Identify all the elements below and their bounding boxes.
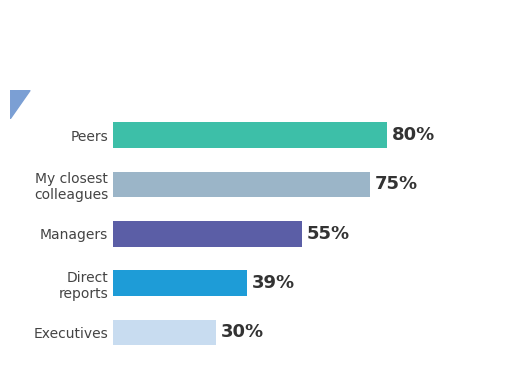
Bar [113,270,247,296]
Bar [113,122,387,148]
Text: Who workers swear in front of: Who workers swear in front of [43,31,471,55]
Bar [113,320,216,345]
Text: 55%: 55% [307,225,350,243]
Bar [113,221,302,247]
Text: 39%: 39% [252,274,295,292]
Text: 80%: 80% [392,126,435,144]
Bar [113,172,370,197]
Text: 75%: 75% [375,175,418,193]
Text: 30%: 30% [221,323,264,341]
Polygon shape [10,90,30,119]
